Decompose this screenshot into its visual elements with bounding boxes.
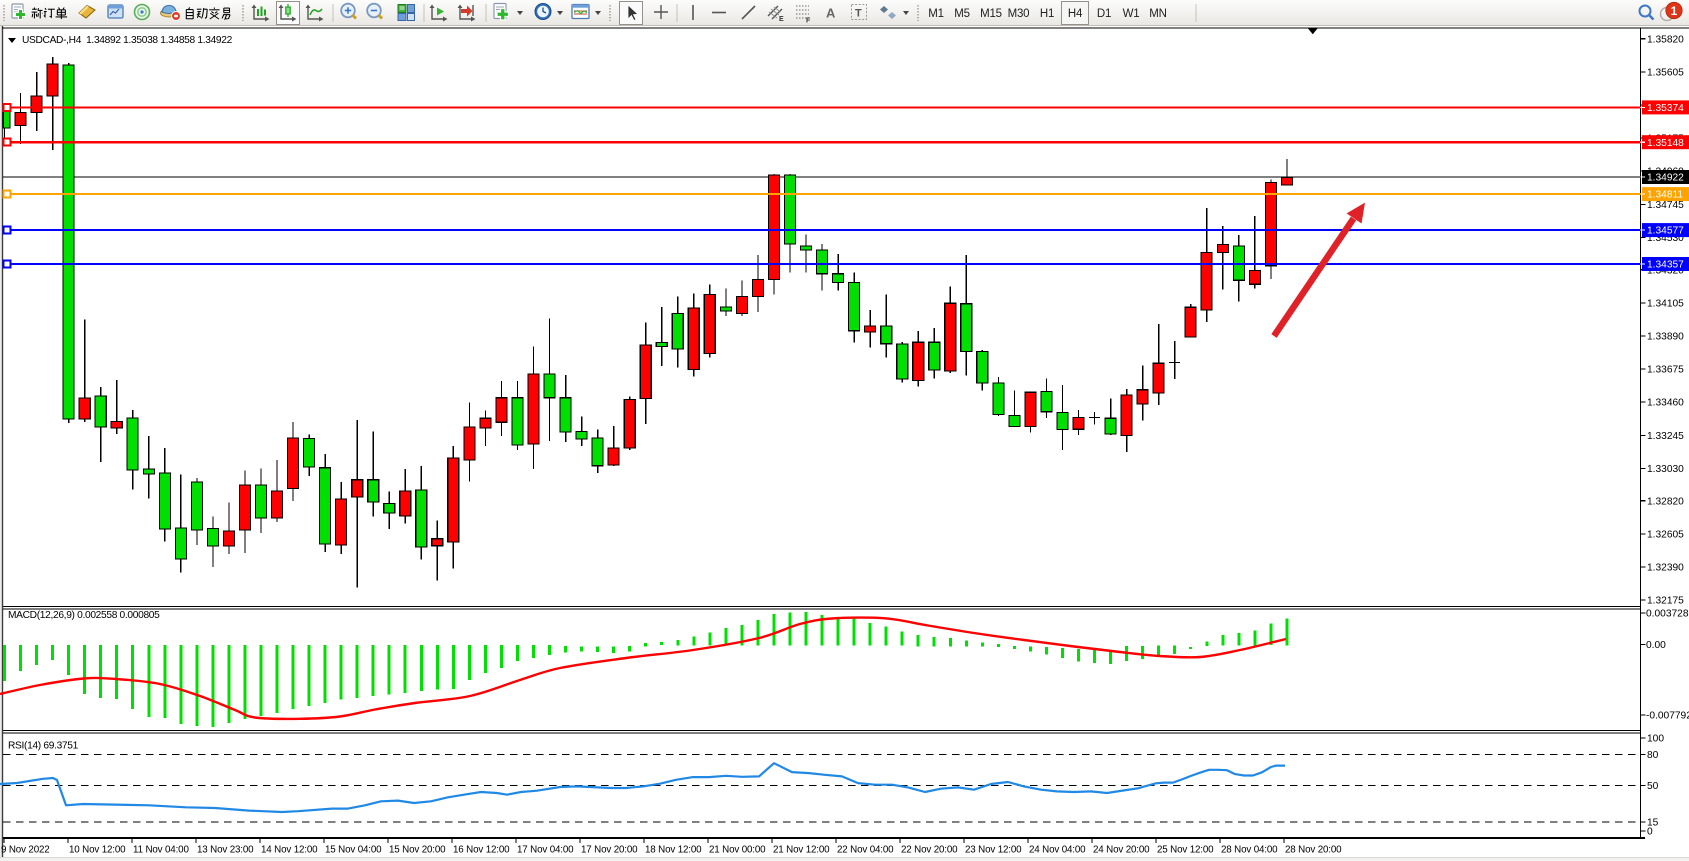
svg-text:1.33245: 1.33245 (1647, 431, 1684, 442)
svg-text:1.34105: 1.34105 (1647, 298, 1684, 309)
svg-text:-0.007792: -0.007792 (1646, 711, 1689, 722)
svg-text:0.003728: 0.003728 (1646, 609, 1689, 620)
svg-text:1.34745: 1.34745 (1647, 200, 1684, 211)
svg-text:22 Nov 04:00: 22 Nov 04:00 (837, 845, 894, 856)
svg-text:10 Nov 12:00: 10 Nov 12:00 (69, 845, 126, 856)
svg-text:13 Nov 23:00: 13 Nov 23:00 (197, 845, 254, 856)
svg-text:MACD(12,26,9) 0.002558 0.00080: MACD(12,26,9) 0.002558 0.000805 (8, 610, 160, 621)
svg-text:M30: M30 (1008, 8, 1030, 20)
svg-text:17 Nov 04:00: 17 Nov 04:00 (517, 845, 574, 856)
svg-text:D1: D1 (1097, 8, 1111, 20)
svg-text:M1: M1 (928, 8, 944, 20)
svg-text:RSI(14) 69.3751: RSI(14) 69.3751 (8, 741, 79, 752)
svg-text:21 Nov 00:00: 21 Nov 00:00 (709, 845, 766, 856)
svg-text:15 Nov 20:00: 15 Nov 20:00 (389, 845, 446, 856)
svg-text:M5: M5 (954, 8, 970, 20)
svg-text:16 Nov 12:00: 16 Nov 12:00 (453, 845, 510, 856)
svg-text:A: A (826, 6, 836, 21)
svg-text:1.34922: 1.34922 (1647, 173, 1684, 184)
svg-text:1.35374: 1.35374 (1647, 103, 1684, 114)
svg-text:MN: MN (1149, 8, 1167, 20)
svg-text:14 Nov 12:00: 14 Nov 12:00 (261, 845, 318, 856)
svg-text:1.32390: 1.32390 (1647, 563, 1684, 574)
svg-text:T: T (855, 8, 862, 20)
svg-text:H1: H1 (1040, 8, 1054, 20)
svg-text:50: 50 (1647, 781, 1659, 792)
svg-text:H4: H4 (1068, 8, 1083, 20)
svg-text:F: F (806, 18, 811, 25)
svg-text:25 Nov 12:00: 25 Nov 12:00 (1157, 845, 1214, 856)
svg-text:28 Nov 04:00: 28 Nov 04:00 (1221, 845, 1278, 856)
svg-text:1.34530: 1.34530 (1647, 233, 1684, 244)
svg-text:15: 15 (1647, 818, 1659, 829)
svg-text:1.34577: 1.34577 (1647, 226, 1684, 237)
svg-text:15 Nov 04:00: 15 Nov 04:00 (325, 845, 382, 856)
svg-text:1.35605: 1.35605 (1647, 67, 1684, 78)
svg-text:1.35820: 1.35820 (1647, 34, 1684, 45)
svg-text:1.32175: 1.32175 (1647, 596, 1684, 607)
svg-text:17 Nov 20:00: 17 Nov 20:00 (581, 845, 638, 856)
svg-text:0: 0 (1647, 827, 1653, 838)
svg-text:1: 1 (1671, 4, 1678, 18)
svg-text:11 Nov 04:00: 11 Nov 04:00 (133, 845, 189, 856)
svg-text:W1: W1 (1123, 8, 1140, 20)
svg-text:100: 100 (1647, 734, 1664, 745)
svg-text:1.34811: 1.34811 (1647, 190, 1683, 201)
svg-text:1.33460: 1.33460 (1647, 398, 1684, 409)
svg-text:USDCAD-,H4 1.34892 1.35038 1.: USDCAD-,H4 1.34892 1.35038 1.34858 1.349… (22, 35, 233, 46)
svg-text:9 Nov 2022: 9 Nov 2022 (1, 845, 50, 856)
svg-text:1.34357: 1.34357 (1647, 260, 1684, 271)
svg-text:28 Nov 20:00: 28 Nov 20:00 (1285, 845, 1342, 856)
svg-text:1.33030: 1.33030 (1647, 464, 1684, 475)
svg-text:1.32820: 1.32820 (1647, 496, 1684, 507)
svg-text:21 Nov 12:00: 21 Nov 12:00 (773, 845, 830, 856)
svg-text:23 Nov 12:00: 23 Nov 12:00 (965, 845, 1022, 856)
svg-text:1.32605: 1.32605 (1647, 529, 1684, 540)
svg-text:18 Nov 12:00: 18 Nov 12:00 (645, 845, 702, 856)
svg-text:80: 80 (1647, 750, 1659, 761)
svg-text:E: E (779, 16, 784, 23)
svg-text:M15: M15 (980, 8, 1002, 20)
svg-text:1.35148: 1.35148 (1647, 138, 1684, 149)
svg-text:1.33675: 1.33675 (1647, 365, 1684, 376)
svg-text:24 Nov 20:00: 24 Nov 20:00 (1093, 845, 1150, 856)
svg-text:22 Nov 20:00: 22 Nov 20:00 (901, 845, 958, 856)
svg-text:24 Nov 04:00: 24 Nov 04:00 (1029, 845, 1086, 856)
svg-text:0.00: 0.00 (1646, 640, 1666, 651)
svg-text:1.33890: 1.33890 (1647, 332, 1684, 343)
